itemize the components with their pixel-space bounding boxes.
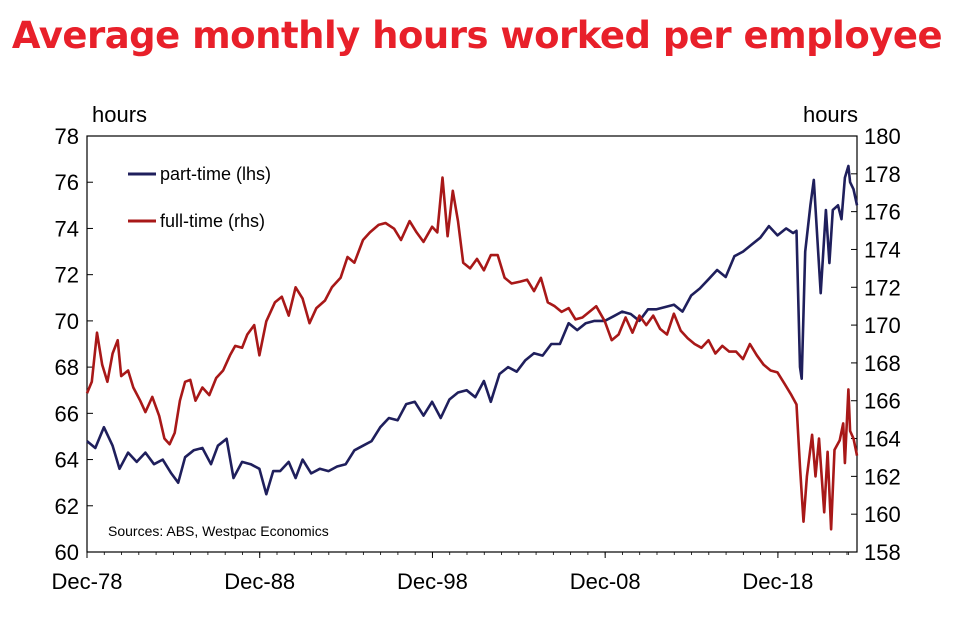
left-axis-tick-label: 78 [55,124,79,149]
right-axis-tick-label: 174 [864,237,901,262]
source-note: Sources: ABS, Westpac Economics [108,523,329,539]
series-line-part-time [86,164,859,496]
series-line-full-time [85,176,859,531]
right-axis-tick-label: 170 [864,313,901,338]
right-axis-tick-label: 158 [864,540,901,565]
legend: part-time (lhs) full-time (rhs) [128,164,271,231]
left-axis-tick-label: 66 [55,401,79,426]
legend-label-part-time: part-time (lhs) [160,164,271,184]
right-axis-tick-label: 162 [864,464,901,489]
right-axis-tick-label: 168 [864,351,901,376]
x-axis-tick-label: Dec-88 [224,569,295,594]
x-axis-tick-label: Dec-98 [397,569,468,594]
x-axis: Dec-78 Dec-88 Dec-98 Dec-08 Dec-18 [52,552,849,594]
right-axis: 158 160 162 164 166 168 170 172 174 176 178 180 [851,124,901,565]
right-axis-tick-label: 164 [864,427,901,452]
left-axis-tick-label: 76 [55,170,79,195]
left-axis-tick-label: 70 [55,309,79,334]
chart-title: Average monthly hours worked per employe… [12,14,942,57]
left-axis-tick-label: 62 [55,494,79,519]
right-axis-tick-label: 160 [864,502,901,527]
right-axis-tick-label: 172 [864,275,901,300]
plot-area-frame [86,135,858,553]
left-axis-tick-label: 72 [55,263,79,288]
right-axis-tick-label: 176 [864,200,901,225]
legend-label-full-time: full-time (rhs) [160,211,265,231]
left-axis-tick-label: 74 [55,216,79,241]
left-axis: 60 62 64 66 68 70 72 74 76 78 [55,124,93,565]
left-axis-tick-label: 60 [55,540,79,565]
x-axis-tick-label: Dec-08 [570,569,641,594]
left-axis-unit-label: hours [92,102,147,127]
left-axis-tick-label: 68 [55,355,79,380]
right-axis-tick-label: 180 [864,124,901,149]
right-axis-tick-label: 178 [864,162,901,187]
x-axis-tick-label: Dec-18 [742,569,813,594]
x-axis-tick-label: Dec-78 [52,569,123,594]
left-axis-tick-label: 64 [55,448,79,473]
right-axis-unit-label: hours [803,102,858,127]
right-axis-tick-label: 166 [864,389,901,414]
series-layer [85,164,859,531]
